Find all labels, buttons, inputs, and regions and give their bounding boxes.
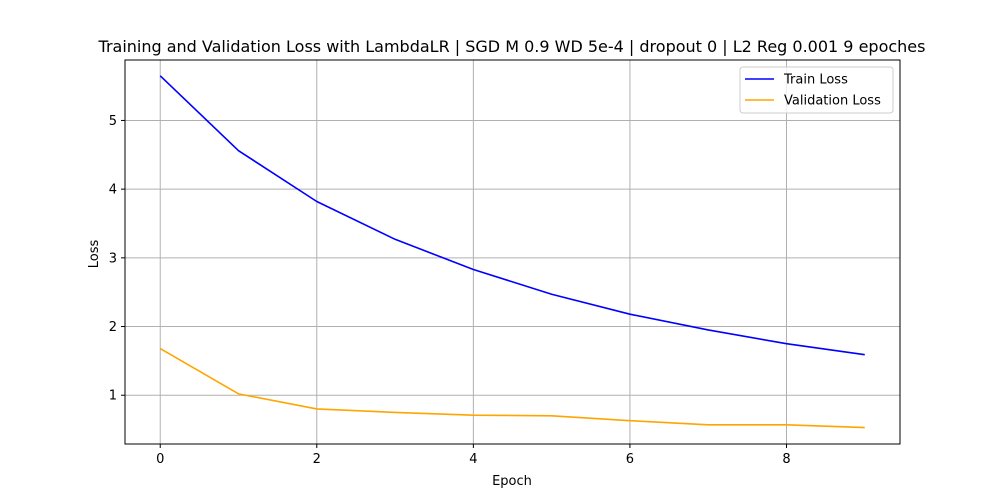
plot-frame: [125, 60, 900, 444]
x-tick-label: 0: [156, 452, 164, 467]
series-lines: [160, 76, 865, 428]
x-axis-label: Epoch: [492, 474, 532, 489]
y-tick-label: 4: [109, 183, 117, 198]
x-tick-label: 4: [469, 452, 477, 467]
grid: [125, 60, 900, 444]
y-tick-label: 2: [109, 320, 117, 335]
x-tick-label: 8: [782, 452, 790, 467]
y-tick-label: 1: [109, 389, 117, 404]
y-axis-label: Loss: [87, 240, 102, 269]
chart-title: Training and Validation Loss with Lambda…: [98, 37, 926, 56]
legend: Train Loss Validation Loss: [740, 67, 893, 113]
y-tick-label: 5: [109, 114, 117, 129]
series-validation-loss: [160, 349, 865, 428]
y-tick-label: 3: [109, 251, 117, 266]
x-tick-label: 2: [313, 452, 321, 467]
series-train-loss: [160, 76, 865, 355]
legend-label: Train Loss: [783, 73, 848, 88]
series-line: [160, 349, 865, 428]
legend-label: Validation Loss: [784, 94, 881, 109]
series-line: [160, 76, 865, 355]
x-tick-label: 6: [626, 452, 634, 467]
